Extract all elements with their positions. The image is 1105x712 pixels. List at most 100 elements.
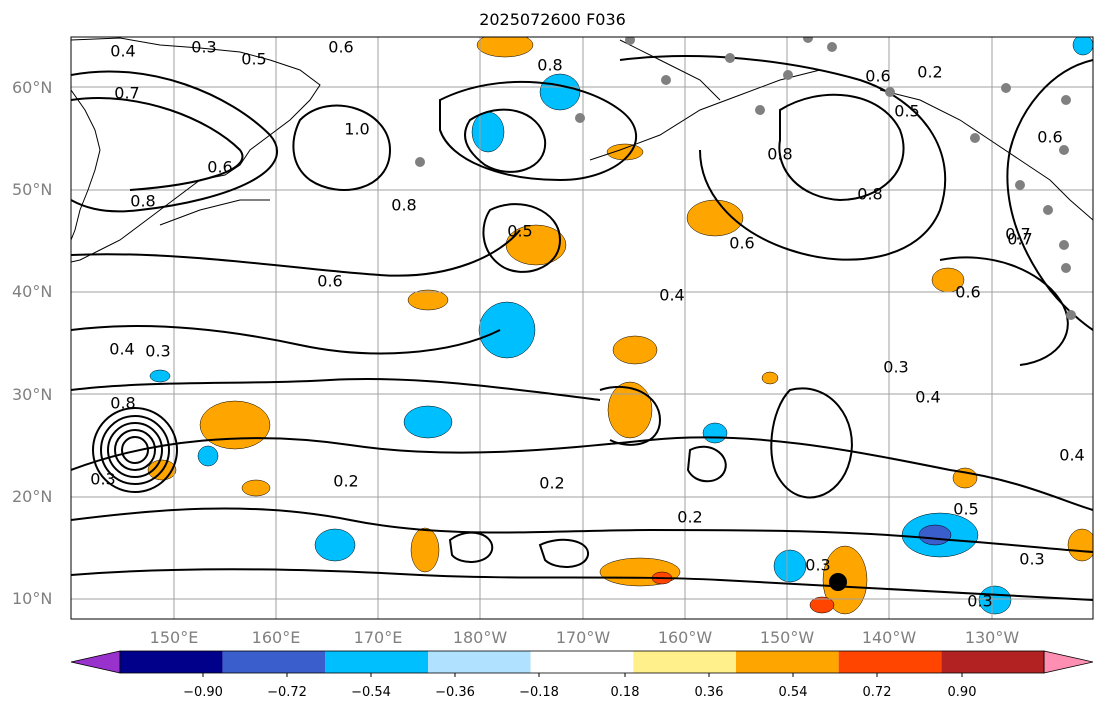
anomaly-region	[978, 585, 1012, 615]
contour-label: 0.8	[537, 56, 562, 75]
contour-label: 0.6	[207, 158, 232, 177]
colorbar-tick-label: 0.54	[778, 685, 808, 700]
anomaly-region	[761, 371, 779, 385]
colorbar-extend-low	[70, 650, 121, 674]
contour-label: 0.2	[917, 63, 942, 82]
anomaly-region	[199, 400, 271, 450]
colorbar-frame	[119, 650, 1045, 674]
anomaly-region	[918, 524, 952, 546]
lat-label-40n: 40°N	[12, 282, 53, 301]
contour-label: 0.3	[191, 38, 216, 57]
anomaly-region	[149, 369, 171, 383]
anomaly-region	[403, 405, 453, 439]
anomaly-region	[314, 528, 356, 562]
anomaly-region	[1072, 37, 1093, 56]
colorbar-tick-label: −0.90	[183, 685, 223, 700]
lat-label-60n: 60°N	[12, 78, 53, 97]
colorbar-segment	[428, 651, 531, 673]
contour-label: 0.6	[328, 38, 353, 57]
map-frame	[70, 36, 1094, 620]
contour-label: 0.3	[90, 470, 115, 489]
anomaly-region	[686, 199, 744, 237]
lat-label-10n: 10°N	[12, 589, 53, 608]
colorbar-segment	[530, 651, 634, 673]
lon-label-140w: 140°W	[861, 628, 917, 647]
colorbar-extend-high	[1043, 650, 1094, 674]
lon-label-160w: 160°W	[657, 628, 713, 647]
lon-label-150w: 150°W	[759, 628, 815, 647]
contour-label: 0.4	[659, 286, 684, 305]
lat-label-50n: 50°N	[12, 180, 53, 199]
map-title: 2025072600 F036	[479, 10, 626, 29]
contour-label: 0.3	[1019, 550, 1044, 569]
contour-label: 0.8	[110, 394, 135, 413]
anomaly-region	[478, 301, 536, 359]
colorbar-tick-label: 0.36	[694, 685, 724, 700]
colorbar-segment	[325, 651, 428, 673]
contour-label: 1.0	[344, 120, 369, 139]
contour-label: 0.8	[857, 185, 882, 204]
contour-label: 0.4	[110, 42, 135, 61]
contour-label: 0.3	[805, 556, 830, 575]
contour-label: 0.8	[130, 192, 155, 211]
anomaly-region	[471, 111, 505, 153]
contour-label: 0.6	[317, 272, 342, 291]
anomaly-region	[702, 422, 728, 444]
anomaly-region	[612, 335, 658, 365]
colorbar-segment	[633, 651, 736, 673]
shaded-anomaly-layer	[147, 37, 1093, 615]
contour-label: 0.7	[114, 84, 139, 103]
contour-label: 0.2	[333, 472, 358, 491]
anomaly-region	[197, 445, 219, 467]
contour-label: 0.3	[145, 342, 170, 361]
contour-label: 0.6	[955, 283, 980, 302]
contour-label: 0.2	[677, 508, 702, 527]
contour-label-layer: 0.4 0.3 0.60.50.70.81.00.60.8 0.80.60.4 0.30…	[90, 38, 1084, 611]
contour-label: 0.7	[1007, 230, 1032, 249]
contour-label: 0.4	[1059, 446, 1084, 465]
anomaly-region	[476, 37, 534, 58]
colorbar-segment	[120, 651, 223, 673]
colorbar-tick-label: −0.18	[519, 685, 559, 700]
contour-label: 0.4	[109, 340, 134, 359]
contour-label: 0.3	[883, 358, 908, 377]
lon-label-150e: 150°E	[149, 628, 199, 647]
contour-label: 0.4	[915, 388, 940, 407]
contour-label: 0.6	[729, 234, 754, 253]
colorbar-tick-label: −0.36	[435, 685, 475, 700]
contour-label: 0.7	[1005, 225, 1030, 244]
contour-label: 0.6	[865, 67, 890, 86]
lon-label-160e: 160°E	[251, 628, 301, 647]
anomaly-region	[1067, 528, 1093, 562]
anomaly-region	[607, 381, 653, 439]
anomaly-region	[809, 596, 835, 614]
contour-label: 0.8	[767, 145, 792, 164]
contour-label: 0.6	[1037, 128, 1062, 147]
lon-label-180w: 180°W	[452, 628, 508, 647]
contour-label: 0.5	[894, 102, 919, 121]
colorbar-segment	[838, 651, 942, 673]
anomaly-region	[773, 549, 807, 583]
contour-lines	[71, 55, 1093, 601]
colorbar-tick-label: 0.90	[947, 685, 977, 700]
lon-label-170w: 170°W	[555, 628, 611, 647]
colorbar-segment	[222, 651, 326, 673]
anomaly-region	[539, 73, 581, 111]
contour-label: 0.5	[241, 50, 266, 69]
contour-label: 0.8	[391, 196, 416, 215]
colorbar-segment	[941, 651, 1044, 673]
colorbar-tick-label: −0.54	[351, 685, 391, 700]
colorbar	[70, 650, 1094, 677]
colorbar-tick-label: −0.72	[267, 685, 307, 700]
coastlines	[71, 37, 1093, 263]
storm-center-marker	[829, 573, 847, 591]
colorbar-tick-label: 0.72	[862, 685, 892, 700]
contour-label: 0.2	[539, 474, 564, 493]
colorbar-tick-label: 0.18	[610, 685, 640, 700]
station-dots	[415, 37, 1076, 320]
anomaly-region	[407, 289, 449, 311]
contour-label: 0.5	[953, 500, 978, 519]
anomaly-region	[241, 479, 271, 497]
colorbar-segment	[736, 651, 839, 673]
